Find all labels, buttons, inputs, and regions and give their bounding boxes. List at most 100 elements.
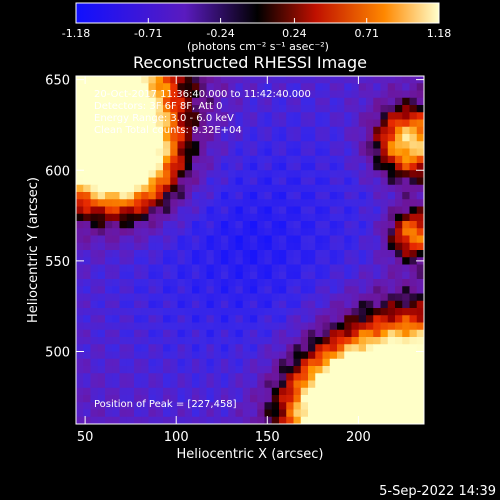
- heatmap-cell: [228, 105, 237, 113]
- heatmap-cell: [199, 242, 208, 251]
- heatmap-cell: [358, 134, 367, 142]
- heatmap-cell: [344, 192, 353, 200]
- heatmap-cell: [264, 402, 273, 411]
- heatmap-cell: [221, 373, 229, 382]
- heatmap-cell: [416, 337, 424, 345]
- heatmap-cell: [119, 366, 128, 374]
- heatmap-cell: [337, 279, 345, 287]
- heatmap-cell: [322, 250, 331, 258]
- heatmap-cell: [264, 250, 273, 258]
- heatmap-cell: [141, 112, 150, 121]
- heatmap-cell: [112, 329, 121, 338]
- heatmap-cell: [329, 141, 338, 150]
- heatmap-cell: [380, 416, 389, 424]
- heatmap-cell: [358, 329, 367, 338]
- heatmap-cell: [387, 380, 396, 389]
- heatmap-cell: [402, 184, 411, 193]
- heatmap-cell: [242, 184, 251, 193]
- heatmap-cell: [373, 373, 382, 382]
- heatmap-cell: [170, 76, 179, 84]
- heatmap-cell: [264, 293, 273, 302]
- heatmap-cell: [250, 119, 258, 128]
- heatmap-cell: [163, 416, 171, 424]
- heatmap-cell: [416, 329, 424, 338]
- heatmap-cell: [105, 112, 113, 121]
- heatmap-cell: [402, 416, 411, 424]
- heatmap-cell: [228, 380, 237, 389]
- heatmap-cell: [134, 163, 142, 171]
- heatmap-cell: [279, 351, 287, 360]
- heatmap-cell: [322, 148, 331, 157]
- colorbar-gradient: [75, 2, 440, 24]
- heatmap-cell: [184, 286, 193, 295]
- heatmap-cell: [192, 155, 200, 164]
- heatmap-cell: [351, 112, 360, 121]
- heatmap-cell: [228, 395, 237, 403]
- heatmap-cell: [380, 199, 389, 208]
- heatmap-cell: [242, 235, 251, 244]
- heatmap-cell: [192, 192, 200, 200]
- heatmap-cell: [242, 279, 251, 287]
- heatmap-cell: [134, 271, 142, 280]
- heatmap-cell: [409, 97, 418, 106]
- heatmap-cell: [271, 416, 280, 424]
- heatmap-cell: [322, 315, 331, 324]
- heatmap-cell: [337, 184, 345, 193]
- heatmap-cell: [112, 134, 121, 142]
- heatmap-cell: [358, 83, 367, 92]
- heatmap-cell: [286, 170, 295, 179]
- heatmap-cell: [184, 380, 193, 389]
- heatmap-cell: [105, 141, 113, 150]
- heatmap-cell: [308, 155, 316, 164]
- heatmap-cell: [250, 279, 258, 287]
- heatmap-cell: [112, 97, 121, 106]
- heatmap-cell: [221, 213, 229, 222]
- heatmap-cell: [366, 308, 374, 316]
- heatmap-cell: [155, 141, 164, 150]
- heatmap-cell: [366, 105, 374, 113]
- heatmap-cell: [83, 344, 92, 353]
- heatmap-cell: [402, 235, 411, 244]
- heatmap-cell: [242, 242, 251, 251]
- heatmap-cell: [264, 358, 273, 367]
- heatmap-cell: [402, 199, 411, 208]
- heatmap-cell: [228, 344, 237, 353]
- heatmap-cell: [409, 293, 418, 302]
- heatmap-cell: [112, 76, 121, 84]
- heatmap-cell: [351, 380, 360, 389]
- heatmap-cell: [126, 76, 135, 84]
- heatmap-cell: [337, 373, 345, 382]
- heatmap-cell: [221, 141, 229, 150]
- heatmap-cell: [184, 184, 193, 193]
- heatmap-cell: [409, 148, 418, 157]
- heatmap-cell: [126, 315, 135, 324]
- heatmap-cell: [206, 192, 215, 200]
- heatmap-cell: [155, 322, 164, 331]
- heatmap-cell: [271, 271, 280, 280]
- heatmap-cell: [184, 264, 193, 273]
- heatmap-cell: [192, 322, 200, 331]
- heatmap-cell: [141, 235, 150, 244]
- heatmap-cell: [119, 235, 128, 244]
- heatmap-cell: [250, 242, 258, 251]
- heatmap-cell: [126, 329, 135, 338]
- heatmap-cell: [213, 177, 222, 186]
- heatmap-cell: [90, 148, 99, 157]
- heatmap-cell: [337, 83, 345, 92]
- heatmap-cell: [344, 105, 353, 113]
- heatmap-cell: [242, 395, 251, 403]
- heatmap-cell: [308, 184, 316, 193]
- heatmap-cell: [409, 322, 418, 331]
- heatmap-cell: [286, 163, 295, 171]
- heatmap-cell: [184, 228, 193, 237]
- heatmap-cell: [402, 315, 411, 324]
- heatmap-cell: [402, 358, 411, 367]
- heatmap-cell: [119, 337, 128, 345]
- heatmap-cell: [105, 90, 113, 99]
- heatmap-cell: [141, 409, 150, 418]
- heatmap-cell: [97, 112, 106, 121]
- heatmap-cell: [206, 402, 215, 411]
- heatmap-cell: [170, 199, 179, 208]
- heatmap-cell: [300, 380, 309, 389]
- heatmap-cell: [250, 141, 258, 150]
